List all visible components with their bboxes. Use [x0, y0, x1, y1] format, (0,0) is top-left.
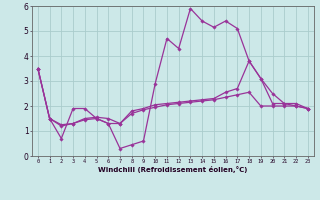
X-axis label: Windchill (Refroidissement éolien,°C): Windchill (Refroidissement éolien,°C)	[98, 166, 247, 173]
